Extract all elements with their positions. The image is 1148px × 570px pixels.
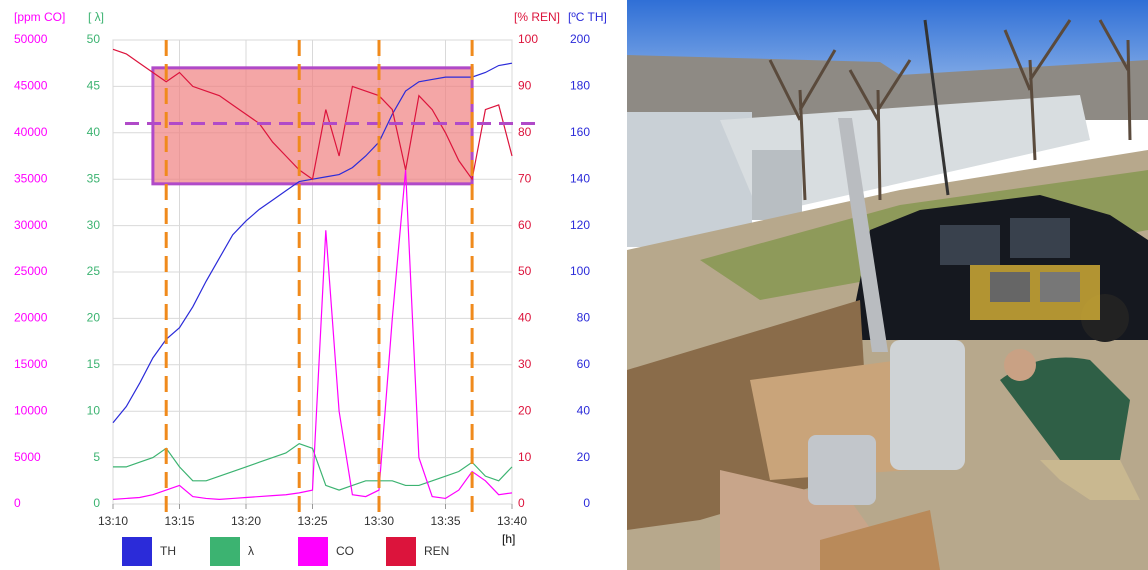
car-window [940,225,1000,265]
y-tick-label: 0 [14,496,21,510]
y4-tick-label: 60 [577,357,591,371]
y4-tick-label: 40 [577,403,591,417]
y2-tick-label: 30 [87,218,101,232]
y2-tick-label: 25 [87,264,101,278]
y2-tick-label: 10 [87,403,101,417]
y-tick-label: 5000 [14,450,41,464]
y4-tick-label: 120 [570,218,590,232]
y-tick-label: 10000 [14,403,48,417]
laptop [990,272,1030,302]
legend-swatch [386,537,416,566]
y3-tick-label: 80 [518,125,532,139]
y3-tick-label: 40 [518,311,532,325]
y3-tick-label: 0 [518,496,525,510]
legend-label: REN [424,544,449,558]
y2-tick-label: 0 [93,496,100,510]
table [970,265,1100,320]
x-tick-label: 13:35 [430,514,460,528]
x-tick-label: 13:25 [297,514,327,528]
legend-label: CO [336,544,354,558]
head [1004,349,1036,381]
y4-tick-label: 100 [570,264,590,278]
car-window [1010,218,1070,258]
y3-tick-label: 60 [518,218,532,232]
legend-label: TH [160,544,176,558]
y3-axis-label: [% REN] [514,10,560,24]
legend-swatch [210,537,240,566]
y4-axis-label: [ºC TH] [568,10,607,24]
y4-tick-label: 0 [583,496,590,510]
shaded-region [153,68,472,184]
y2-tick-label: 15 [87,357,101,371]
x-tick-label: 13:20 [231,514,261,528]
y-tick-label: 25000 [14,264,48,278]
pot [808,435,876,505]
door [752,150,802,220]
y-tick-label: 35000 [14,171,48,185]
y3-tick-label: 70 [518,171,532,185]
y-tick-label: 15000 [14,357,48,371]
y-tick-label: 50000 [14,32,48,46]
y3-tick-label: 90 [518,79,532,93]
y4-tick-label: 20 [577,450,591,464]
y4-tick-label: 180 [570,79,590,93]
y3-tick-label: 30 [518,357,532,371]
photo [627,0,1148,570]
x-tick-label: 13:15 [164,514,194,528]
page: [ppm CO] [ λ] [% REN] [ºC TH] [h] 050001… [0,0,1148,570]
y2-tick-label: 35 [87,171,101,185]
laptop [1040,272,1080,302]
chart: [ppm CO] [ λ] [% REN] [ºC TH] [h] 050001… [0,0,615,570]
y-tick-label: 20000 [14,311,48,325]
y-tick-label: 45000 [14,79,48,93]
y3-tick-label: 20 [518,403,532,417]
y4-tick-label: 140 [570,171,590,185]
x-axis-label: [h] [502,532,515,546]
y4-tick-label: 200 [570,32,590,46]
y2-tick-label: 50 [87,32,101,46]
legend-swatch [122,537,152,566]
y-tick-label: 30000 [14,218,48,232]
y2-tick-label: 5 [93,450,100,464]
y3-tick-label: 50 [518,264,532,278]
legend-swatch [298,537,328,566]
y2-tick-label: 40 [87,125,101,139]
x-tick-label: 13:30 [364,514,394,528]
y3-tick-label: 100 [518,32,538,46]
y2-tick-label: 20 [87,311,101,325]
y2-axis-label: [ λ] [88,10,104,24]
y2-tick-label: 45 [87,79,101,93]
y-tick-label: 40000 [14,125,48,139]
legend-label: λ [248,544,254,558]
x-tick-label: 13:40 [497,514,527,528]
y3-tick-label: 10 [518,450,532,464]
y-axis-label: [ppm CO] [14,10,65,24]
stove [890,340,965,470]
x-tick-label: 13:10 [98,514,128,528]
y4-tick-label: 80 [577,311,591,325]
y4-tick-label: 160 [570,125,590,139]
